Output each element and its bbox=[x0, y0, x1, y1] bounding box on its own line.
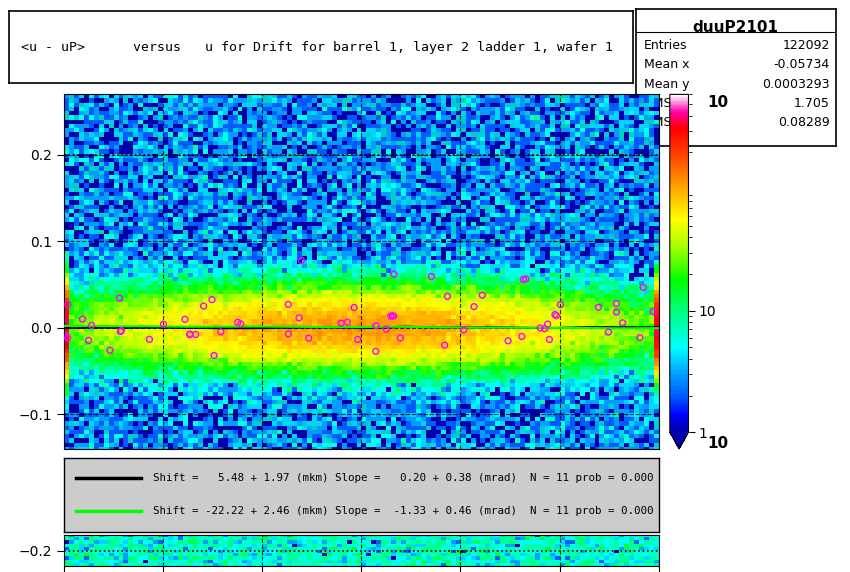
Point bbox=[184, 329, 197, 339]
Point bbox=[387, 311, 400, 320]
Point bbox=[457, 325, 471, 335]
Point bbox=[440, 292, 454, 301]
Text: Mean y: Mean y bbox=[643, 78, 689, 90]
Point bbox=[515, 332, 529, 341]
Point bbox=[234, 319, 247, 328]
Point bbox=[517, 275, 530, 284]
Point bbox=[646, 307, 660, 316]
Text: 0.0003293: 0.0003293 bbox=[762, 78, 830, 90]
Point bbox=[341, 317, 354, 327]
Point bbox=[85, 321, 99, 330]
Point bbox=[633, 333, 647, 342]
Point bbox=[379, 325, 393, 334]
Point bbox=[214, 327, 228, 336]
Point bbox=[438, 340, 451, 349]
Text: Shift =   5.48 + 1.97 (mkm) Slope =   0.20 + 0.38 (mrad)  N = 11 prob = 0.000: Shift = 5.48 + 1.97 (mkm) Slope = 0.20 +… bbox=[153, 474, 654, 483]
Text: 10: 10 bbox=[707, 436, 728, 451]
Text: RMS x: RMS x bbox=[643, 97, 683, 110]
Point bbox=[143, 335, 156, 344]
Point bbox=[156, 320, 170, 329]
Text: 10: 10 bbox=[707, 96, 728, 110]
Point bbox=[61, 333, 75, 343]
Point bbox=[281, 329, 295, 339]
Point bbox=[609, 299, 623, 308]
Text: Entries: Entries bbox=[643, 39, 688, 52]
Point bbox=[592, 303, 605, 312]
Point bbox=[369, 347, 382, 356]
Point bbox=[533, 323, 547, 332]
Point bbox=[183, 330, 196, 339]
Point bbox=[292, 313, 306, 323]
Point bbox=[348, 303, 361, 312]
PathPatch shape bbox=[670, 432, 689, 449]
Text: <u - uP>      versus   u for Drift for barrel 1, layer 2 ladder 1, wafer 1: <u - uP> versus u for Drift for barrel 1… bbox=[21, 41, 613, 54]
Point bbox=[334, 319, 348, 328]
Point bbox=[541, 320, 554, 329]
Point bbox=[475, 291, 489, 300]
Point bbox=[425, 272, 439, 281]
Point bbox=[609, 308, 623, 317]
Point bbox=[542, 335, 556, 344]
Point bbox=[295, 256, 309, 265]
Point bbox=[113, 293, 127, 303]
Text: RMS y: RMS y bbox=[643, 116, 683, 129]
Point bbox=[281, 300, 295, 309]
Text: 0.08289: 0.08289 bbox=[778, 116, 830, 129]
Text: duuP2101: duuP2101 bbox=[693, 19, 779, 34]
Point bbox=[615, 318, 629, 327]
Point bbox=[82, 336, 95, 345]
Point bbox=[189, 330, 202, 339]
Point bbox=[76, 315, 89, 324]
Point bbox=[115, 326, 128, 335]
Point bbox=[468, 302, 481, 311]
Point bbox=[178, 315, 192, 324]
Point bbox=[386, 311, 400, 320]
Text: 122092: 122092 bbox=[782, 39, 830, 52]
Text: Mean x: Mean x bbox=[643, 58, 689, 72]
Point bbox=[637, 283, 650, 292]
Text: -0.05734: -0.05734 bbox=[774, 58, 830, 72]
Point bbox=[369, 321, 382, 331]
Point bbox=[553, 300, 567, 309]
Point bbox=[114, 327, 128, 336]
Point bbox=[103, 345, 116, 355]
Point bbox=[602, 328, 615, 337]
Point bbox=[205, 295, 218, 304]
Point bbox=[197, 301, 211, 311]
Text: Shift = -22.22 + 2.46 (mkm) Slope =  -1.33 + 0.46 (mrad)  N = 11 prob = 0.000: Shift = -22.22 + 2.46 (mkm) Slope = -1.3… bbox=[153, 506, 654, 516]
Point bbox=[302, 333, 315, 343]
Text: 1.705: 1.705 bbox=[794, 97, 830, 110]
Point bbox=[548, 310, 562, 319]
Point bbox=[538, 324, 552, 333]
Point bbox=[231, 318, 245, 327]
Point bbox=[387, 269, 400, 279]
Point bbox=[550, 311, 564, 320]
Point bbox=[207, 351, 221, 360]
Point bbox=[384, 312, 398, 321]
Point bbox=[351, 335, 365, 344]
Point bbox=[394, 333, 407, 343]
Point bbox=[518, 275, 532, 284]
Point bbox=[502, 336, 515, 345]
Point bbox=[61, 300, 75, 309]
